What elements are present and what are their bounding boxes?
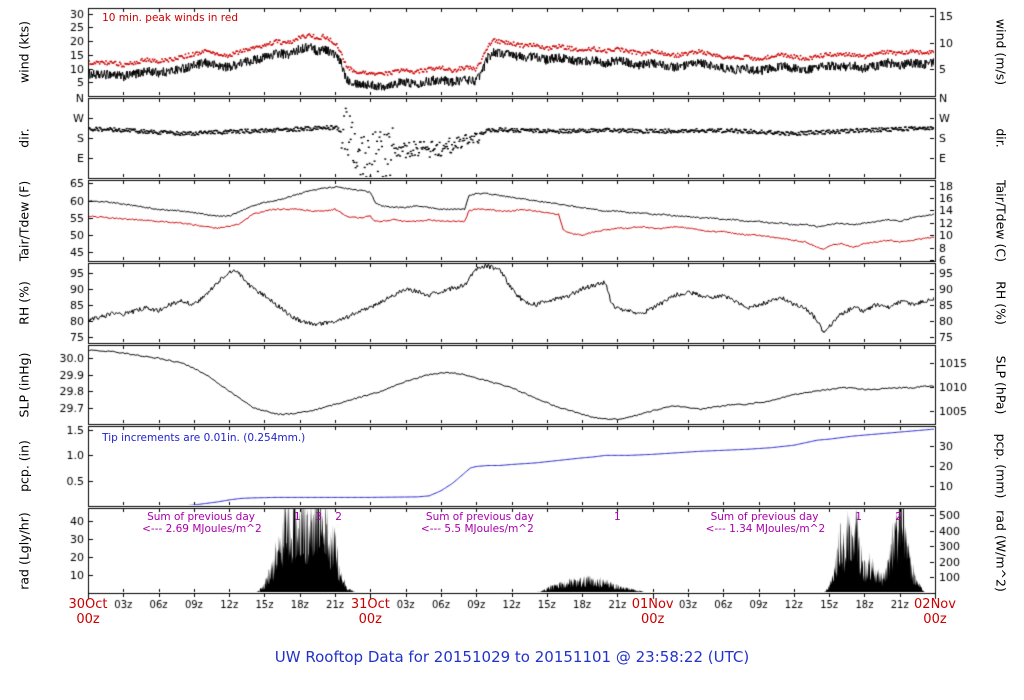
- y-axis-label-left-rad: rad (Lgly/hr): [16, 511, 32, 590]
- y-axis-label-left-pcp: pcp. (in): [16, 440, 32, 492]
- y-axis-label-left-temp: Tair/Tdew (F): [16, 180, 32, 261]
- pcp-tip-note: Tip increments are 0.01in. (0.254mm.): [102, 432, 306, 444]
- x-day-label-0: 30Oct 00z: [68, 597, 107, 627]
- y-axis-label-left-slp: SLP (inHg): [16, 352, 32, 417]
- rad-marker-1: 3: [315, 511, 322, 523]
- rad-sum-note-0-line2: <--- 2.69 MJoules/m^2: [142, 523, 262, 535]
- rad-sum-note-2-line2: <--- 1.34 MJoules/m^2: [705, 523, 826, 535]
- x-day-label-2: 01Nov 00z: [632, 597, 674, 627]
- wind-peak-note: 10 min. peak winds in red: [102, 12, 239, 24]
- day-label-hour: 00z: [76, 612, 100, 627]
- x-day-label-3: 02Nov 00z: [914, 597, 956, 627]
- y-axis-label-left-rh: RH (%): [16, 281, 32, 325]
- rad-marker-2: 2: [335, 511, 342, 523]
- y-axis-label-left-wind: wind (kts): [16, 21, 32, 83]
- chart-title: UW Rooftop Data for 20151029 to 20151101…: [274, 648, 750, 666]
- day-label-date: 02Nov: [914, 597, 956, 612]
- y-axis-label-right-dir: dir.: [993, 128, 1009, 148]
- rad-sum-note-0-line1: Sum of previous day: [147, 511, 255, 523]
- x-day-label-1: 31Oct 00z: [351, 597, 390, 627]
- rad-marker-0: 1: [294, 511, 301, 523]
- y-axis-label-right-rh: RH (%): [993, 281, 1009, 325]
- y-axis-label-right-pcp: pcp. (mm): [993, 433, 1009, 499]
- rad-marker-3: 1: [614, 511, 621, 523]
- rad-marker-4: 1: [855, 511, 862, 523]
- y-axis-label-left-dir: dir.: [16, 128, 32, 148]
- y-axis-label-right-slp: SLP (hPa): [993, 355, 1009, 414]
- day-label-date: 30Oct: [68, 597, 108, 612]
- rad-sum-note-2-line1: Sum of previous day: [710, 511, 819, 523]
- day-label-hour: 00z: [358, 612, 383, 627]
- rad-sum-note-1-line2: <--- 5.5 MJoules/m^2: [420, 523, 534, 535]
- y-axis-label-right-temp: Tair/Tdew (C): [993, 179, 1009, 262]
- rad-marker-5: 2: [895, 511, 902, 523]
- rad-sum-note-1-line1: Sum of previous day: [425, 511, 534, 523]
- y-axis-label-right-rad: rad (W/m^2): [993, 509, 1009, 592]
- day-label-hour: 00z: [640, 612, 665, 627]
- day-label-date: 31Oct: [350, 597, 390, 612]
- day-label-hour: 00z: [923, 612, 947, 627]
- day-label-date: 01Nov: [631, 597, 674, 612]
- y-axis-label-right-wind: wind (m/s): [993, 18, 1009, 86]
